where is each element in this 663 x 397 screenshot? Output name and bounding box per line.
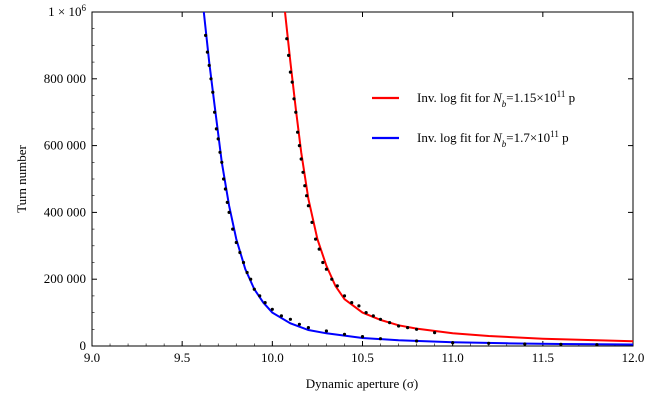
data-point	[263, 301, 267, 305]
fit-line-1	[202, 11, 634, 346]
data-point	[303, 184, 307, 188]
legend-label-red: Inv. log fit for Nb=1.15×1011 p	[417, 89, 575, 109]
data-point	[241, 260, 246, 265]
data-point	[204, 33, 208, 38]
legend: Inv. log fit for Nb=1.15×1011 p Inv. log…	[372, 89, 575, 149]
data-point	[258, 294, 262, 298]
y-tick-label: 400 000	[44, 204, 86, 219]
data-point	[342, 332, 347, 336]
y-tick-label: 200 000	[44, 271, 86, 286]
y-axis: 0 200 000 400 000 600 000 800 000 1 × 106	[44, 3, 633, 353]
data-point	[297, 144, 301, 148]
data-point	[234, 240, 238, 245]
x-axis-title: Dynamic aperture (σ)	[306, 376, 418, 391]
data-point	[205, 50, 209, 54]
data-point	[249, 277, 253, 281]
x-tick-label: 11.5	[532, 350, 554, 365]
plot-frame	[91, 11, 634, 347]
data-point	[305, 194, 309, 198]
data-point	[285, 37, 289, 41]
data-point	[245, 270, 249, 275]
data-point	[324, 267, 328, 271]
data-point	[279, 314, 283, 318]
data-point	[364, 311, 368, 315]
data-point	[297, 322, 301, 326]
data-point	[213, 110, 217, 114]
data-point	[415, 327, 419, 331]
x-axis: 9.0 9.5 10.0 10.5 11.0 11.5 12.0	[84, 12, 645, 365]
data-point	[306, 204, 310, 208]
data-point	[378, 317, 383, 321]
data-point	[433, 331, 437, 335]
fit-line-0	[284, 11, 634, 343]
data-point	[397, 324, 401, 328]
series-layer	[202, 11, 634, 347]
data-point	[252, 287, 256, 291]
data-point	[288, 317, 292, 321]
x-tick-label: 12.0	[622, 350, 645, 365]
data-point	[301, 170, 305, 174]
data-point	[227, 210, 231, 214]
y-tick-label: 0	[80, 338, 87, 353]
data-point	[231, 227, 235, 231]
data-point	[324, 329, 328, 333]
data-point	[209, 77, 213, 81]
data-point	[238, 250, 242, 255]
x-tick-label: 10.0	[261, 350, 284, 365]
data-point	[306, 326, 310, 330]
legend-label-blue: Inv. log fit for Nb=1.7×1011 p	[417, 129, 569, 149]
data-point	[270, 307, 274, 311]
x-tick-label: 10.5	[351, 350, 374, 365]
data-point	[415, 339, 419, 343]
data-point	[559, 342, 563, 346]
y-tick-label: 1 × 106	[48, 3, 86, 19]
data-point	[218, 150, 222, 154]
data-point	[287, 53, 291, 58]
data-point	[211, 90, 215, 94]
data-point	[321, 260, 325, 265]
data-point	[378, 337, 383, 341]
data-point	[294, 110, 298, 114]
data-point	[317, 247, 321, 251]
data-point	[314, 237, 318, 241]
y-axis-title: Turn number	[14, 144, 29, 212]
data-point	[523, 342, 527, 346]
y-tick-label: 800 000	[44, 71, 86, 86]
data-point	[288, 70, 292, 74]
data-point	[360, 335, 365, 339]
data-point	[299, 157, 303, 161]
data-point	[595, 343, 599, 347]
data-point	[330, 277, 334, 281]
data-point	[487, 341, 491, 345]
data-point	[290, 80, 294, 84]
data-point	[388, 321, 392, 325]
data-point	[225, 200, 229, 204]
data-point	[350, 301, 354, 305]
data-point	[222, 177, 226, 181]
data-point	[310, 220, 314, 224]
data-point	[292, 97, 296, 101]
data-point	[357, 304, 361, 308]
data-point	[451, 341, 455, 345]
data-point	[335, 284, 339, 288]
data-point	[214, 127, 218, 131]
data-point	[223, 187, 227, 191]
data-point	[406, 326, 410, 330]
data-point	[371, 314, 375, 318]
data-point	[296, 130, 300, 134]
y-tick-label: 600 000	[44, 138, 86, 153]
data-point	[216, 137, 220, 141]
data-point	[220, 160, 224, 164]
x-tick-label: 9.0	[84, 350, 100, 365]
x-tick-label: 11.0	[442, 350, 464, 365]
x-tick-label: 9.5	[174, 350, 190, 365]
data-point	[207, 63, 211, 67]
data-point	[342, 294, 347, 298]
